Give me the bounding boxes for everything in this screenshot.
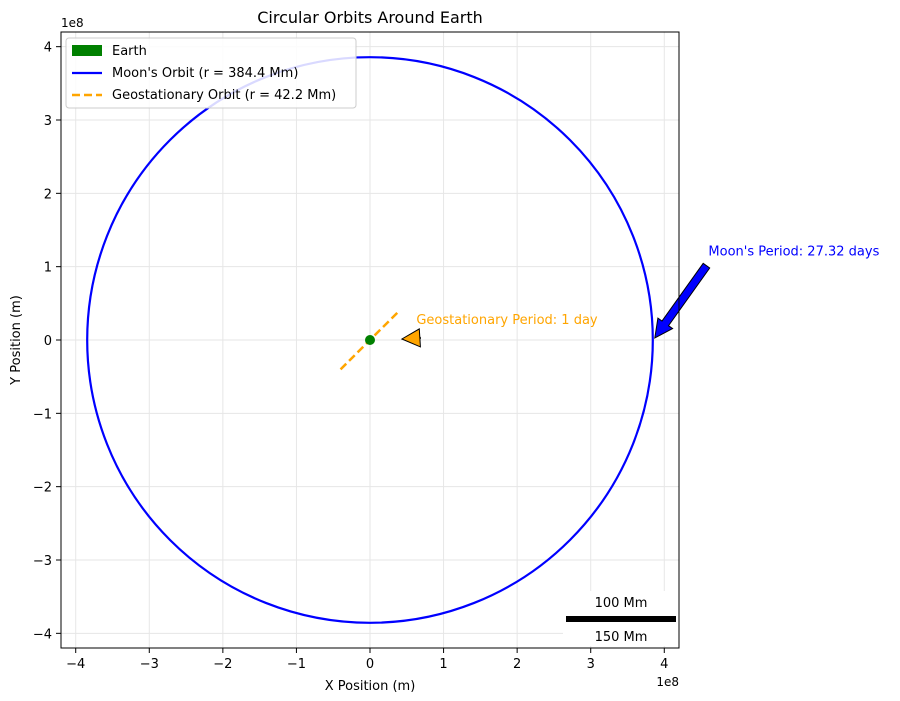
x-tick-label-1: −3 xyxy=(140,657,159,672)
geostationary-annotation: Geostationary Period: 1 day xyxy=(400,313,598,348)
y-axis-label: Y Position (m) xyxy=(9,295,24,386)
legend-box xyxy=(65,37,357,109)
x-tick-label-7: 3 xyxy=(587,657,595,672)
legend-geostationary-label: Geostationary Orbit (r = 42.2 Mm) xyxy=(112,88,336,103)
earth-point xyxy=(365,335,375,345)
x-tick-label-6: 2 xyxy=(513,657,521,672)
legend-earth-label: Earth xyxy=(112,44,147,59)
moon-period-label: Moon's Period: 27.32 days xyxy=(708,245,879,260)
y-tick-label-2: −2 xyxy=(33,481,52,496)
y-axis-ticks: −4 −3 −2 −1 0 1 2 3 4 xyxy=(33,41,61,642)
y-tick-label-6: 2 xyxy=(44,187,52,202)
moon-period-arrow xyxy=(654,262,711,339)
x-tick-label-8: 4 xyxy=(660,657,668,672)
y-offset-label: 1e8 xyxy=(61,16,84,30)
y-tick-label-8: 4 xyxy=(44,41,52,56)
legend-moon-label: Moon's Orbit (r = 384.4 Mm) xyxy=(112,66,298,81)
y-tick-label-5: 1 xyxy=(44,261,52,276)
x-axis-label: X Position (m) xyxy=(325,679,416,694)
y-tick-label-7: 3 xyxy=(44,114,52,129)
legend-earth-swatch xyxy=(72,45,102,56)
x-axis-ticks: −4 −3 −2 −1 0 1 2 3 4 xyxy=(66,648,668,672)
x-tick-label-2: −2 xyxy=(213,657,232,672)
x-tick-label-0: −4 xyxy=(66,657,85,672)
plot-series xyxy=(86,56,654,624)
scale-bar-bottom-label: 150 Mm xyxy=(595,630,648,645)
scale-bar: 100 Mm 150 Mm xyxy=(563,591,679,646)
y-tick-label-3: −1 xyxy=(33,407,52,422)
geostationary-period-label: Geostationary Period: 1 day xyxy=(416,313,598,328)
moon-orbit-circle xyxy=(86,56,654,624)
chart-title: Circular Orbits Around Earth xyxy=(257,8,483,27)
x-offset-label: 1e8 xyxy=(656,675,679,689)
geostationary-arrow xyxy=(400,328,421,348)
moon-annotation: Moon's Period: 27.32 days xyxy=(654,245,880,339)
legend: Earth Moon's Orbit (r = 384.4 Mm) Geosta… xyxy=(65,37,357,109)
y-tick-label-4: 0 xyxy=(44,334,52,349)
x-tick-label-4: 0 xyxy=(366,657,374,672)
x-tick-label-3: −1 xyxy=(287,657,306,672)
y-tick-label-1: −3 xyxy=(33,554,52,569)
scale-bar-line xyxy=(566,616,676,622)
y-tick-label-0: −4 xyxy=(33,627,52,642)
x-tick-label-5: 1 xyxy=(439,657,447,672)
scale-bar-top-label: 100 Mm xyxy=(595,596,648,611)
